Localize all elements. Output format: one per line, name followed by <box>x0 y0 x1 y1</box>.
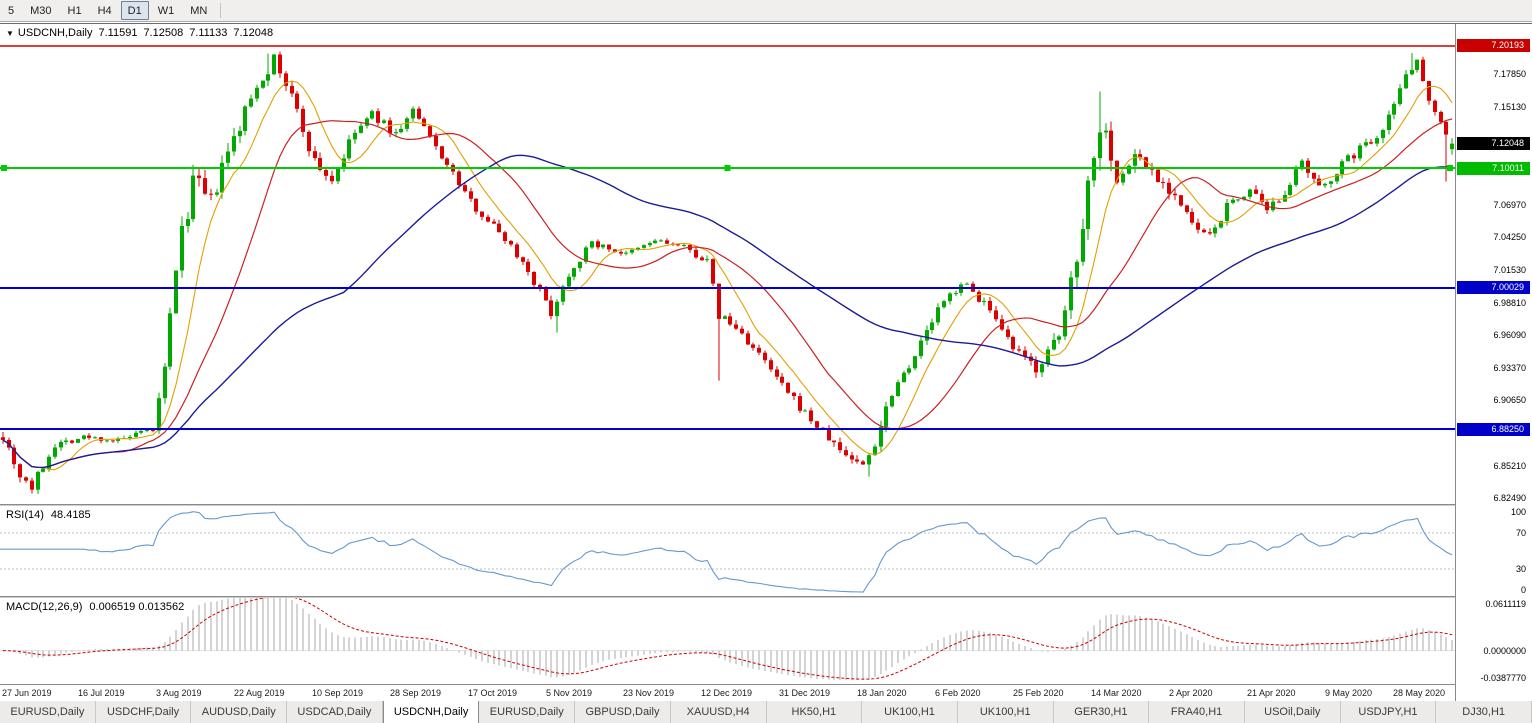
chart-tab-uk100-h1[interactable]: UK100,H1 <box>862 701 958 723</box>
timeframe-toolbar: 5 M30 H1 H4 D1 W1 MN <box>0 0 1532 22</box>
chart-tab-usoil-daily[interactable]: USOil,Daily <box>1245 701 1341 723</box>
timeframe-button-d1[interactable]: D1 <box>120 1 149 20</box>
chart-tab-ger30-h1[interactable]: GER30,H1 <box>1054 701 1150 723</box>
chart-tab-usdchf-daily[interactable]: USDCHF,Daily <box>96 701 192 723</box>
panel-splitter[interactable] <box>0 504 1532 506</box>
chart-tab-usdcad-daily[interactable]: USDCAD,Daily <box>287 701 383 723</box>
chart-tab-audusd-daily[interactable]: AUDUSD,Daily <box>191 701 288 723</box>
timeframe-button-mn[interactable]: MN <box>190 4 208 17</box>
date-label: 21 Apr 2020 <box>1247 688 1296 698</box>
chart-dropdown-icon[interactable]: ▼ <box>6 29 14 38</box>
date-label: 2 Apr 2020 <box>1169 688 1213 698</box>
level-price-badge-1: 7.00029 <box>1457 281 1530 294</box>
date-label: 5 Nov 2019 <box>546 688 593 698</box>
rsi-axis-label: 30 <box>1515 564 1526 574</box>
macd-indicator-label: MACD(12,26,9) 0.006519 0.013562 <box>6 601 191 613</box>
date-label: 28 Sep 2019 <box>390 688 442 698</box>
rsi-indicator-label: RSI(14) 48.4185 <box>6 509 98 521</box>
price-tick: 7.01530 <box>1493 264 1526 275</box>
rsi-axis-label: 0 <box>1520 585 1526 595</box>
timeframe-button-m30[interactable]: M30 <box>30 4 52 17</box>
date-label: 31 Dec 2019 <box>779 688 831 698</box>
date-label: 12 Dec 2019 <box>701 688 753 698</box>
chart-tab-xauusd-h4[interactable]: XAUUSD,H4 <box>671 701 767 723</box>
date-label: 18 Jan 2020 <box>857 688 907 698</box>
chart-tab-usdjpy-h1[interactable]: USDJPY,H1 <box>1341 701 1437 723</box>
toolbar-separator <box>220 3 222 18</box>
macd-axis-label: -0.0387770 <box>1480 673 1526 683</box>
chart-tab-dj30-h1[interactable]: DJ30,H1 <box>1436 701 1532 723</box>
price-axis[interactable]: 7.17850 7.15130 7.06970 7.04250 7.01530 6.988… <box>1455 24 1532 701</box>
chart-low-value: 7.11133 <box>189 27 228 39</box>
rsi-panel-canvas[interactable] <box>0 506 1455 596</box>
macd-panel-canvas[interactable] <box>0 598 1455 684</box>
macd-current-values: 0.006519 0.013562 <box>89 601 185 613</box>
panel-splitter[interactable] <box>0 596 1532 598</box>
date-label: 25 Feb 2020 <box>1013 688 1064 698</box>
chart-symbol-label: USDCNH,Daily <box>17 27 93 39</box>
chart-tab-uk100-h1[interactable]: UK100,H1 <box>958 701 1054 723</box>
chart-open-value: 7.11591 <box>98 27 138 39</box>
price-tick: 6.82490 <box>1493 493 1526 504</box>
macd-axis-label: 0.0000000 <box>1483 645 1526 656</box>
price-tick: 6.98810 <box>1493 297 1526 308</box>
date-label: 28 May 2020 <box>1393 688 1446 698</box>
price-tick: 7.17850 <box>1493 69 1526 80</box>
chart-tabs-bar: EURUSD,Daily USDCHF,Daily AUDUSD,Daily USDC… <box>0 700 1532 723</box>
chart-tab-eurusd-daily[interactable]: EURUSD,Daily <box>0 701 96 723</box>
date-label: 6 Feb 2020 <box>935 688 981 698</box>
chart-tab-usdcnh-daily[interactable]: USDCNH,Daily <box>382 700 480 723</box>
price-tick: 7.06970 <box>1493 199 1526 210</box>
price-tick: 7.15130 <box>1493 101 1526 112</box>
main-chart-canvas[interactable] <box>0 24 1455 504</box>
rsi-axis-label: 100 <box>1510 507 1526 517</box>
timeframe-button-w1[interactable]: W1 <box>157 4 175 17</box>
level-price-badge-2: 6.88250 <box>1457 423 1530 436</box>
chart-title: ▼ USDCNH,Daily 7.11591 7.12508 7.11133 7.1204… <box>6 27 279 39</box>
timeframe-button-h4[interactable]: H4 <box>97 4 112 17</box>
rsi-current-value: 48.4185 <box>50 509 91 521</box>
price-tick: 6.96090 <box>1493 330 1526 341</box>
price-tick: 6.90650 <box>1493 395 1526 406</box>
chart-tab-hk50-h1[interactable]: HK50,H1 <box>767 701 863 723</box>
chart-high-value: 7.12508 <box>143 27 184 39</box>
macd-axis-label: 0.0611119 <box>1485 599 1526 609</box>
date-label: 16 Jul 2019 <box>78 688 125 698</box>
date-label: 17 Oct 2019 <box>468 688 518 698</box>
date-label: 14 Mar 2020 <box>1091 688 1142 698</box>
price-tick: 6.85210 <box>1493 460 1526 471</box>
chart-tab-gbpusd-daily[interactable]: GBPUSD,Daily <box>575 701 671 723</box>
date-label: 22 Aug 2019 <box>234 688 285 698</box>
support-price-badge: 7.10011 <box>1457 162 1530 175</box>
rsi-name: RSI(14) <box>6 509 44 521</box>
date-label: 9 May 2020 <box>1325 688 1373 698</box>
date-label: 10 Sep 2019 <box>312 688 364 698</box>
date-label: 27 Jun 2019 <box>2 688 52 698</box>
chart-close-value: 7.12048 <box>233 27 274 39</box>
price-tick: 7.04250 <box>1493 232 1526 243</box>
date-label: 3 Aug 2019 <box>156 688 202 698</box>
price-tick: 6.93370 <box>1493 362 1526 373</box>
chart-tab-eurusd-daily[interactable]: EURUSD,Daily <box>479 701 576 723</box>
macd-name: MACD(12,26,9) <box>6 601 83 613</box>
rsi-axis-label: 70 <box>1515 528 1526 538</box>
timeframe-button-h1[interactable]: H1 <box>67 4 82 17</box>
last-price-badge: 7.12048 <box>1457 137 1530 150</box>
chart-tab-fra40-h1[interactable]: FRA40,H1 <box>1149 701 1245 723</box>
resistance-price-badge: 7.20193 <box>1457 39 1530 52</box>
date-axis[interactable]: 27 Jun 2019 16 Jul 2019 3 Aug 2019 22 Aug 2… <box>0 684 1532 701</box>
chart-window: ▼ USDCNH,Daily 7.11591 7.12508 7.11133 7.1204… <box>0 23 1532 701</box>
timeframe-button-5[interactable]: 5 <box>8 4 15 17</box>
date-label: 23 Nov 2019 <box>623 688 675 698</box>
